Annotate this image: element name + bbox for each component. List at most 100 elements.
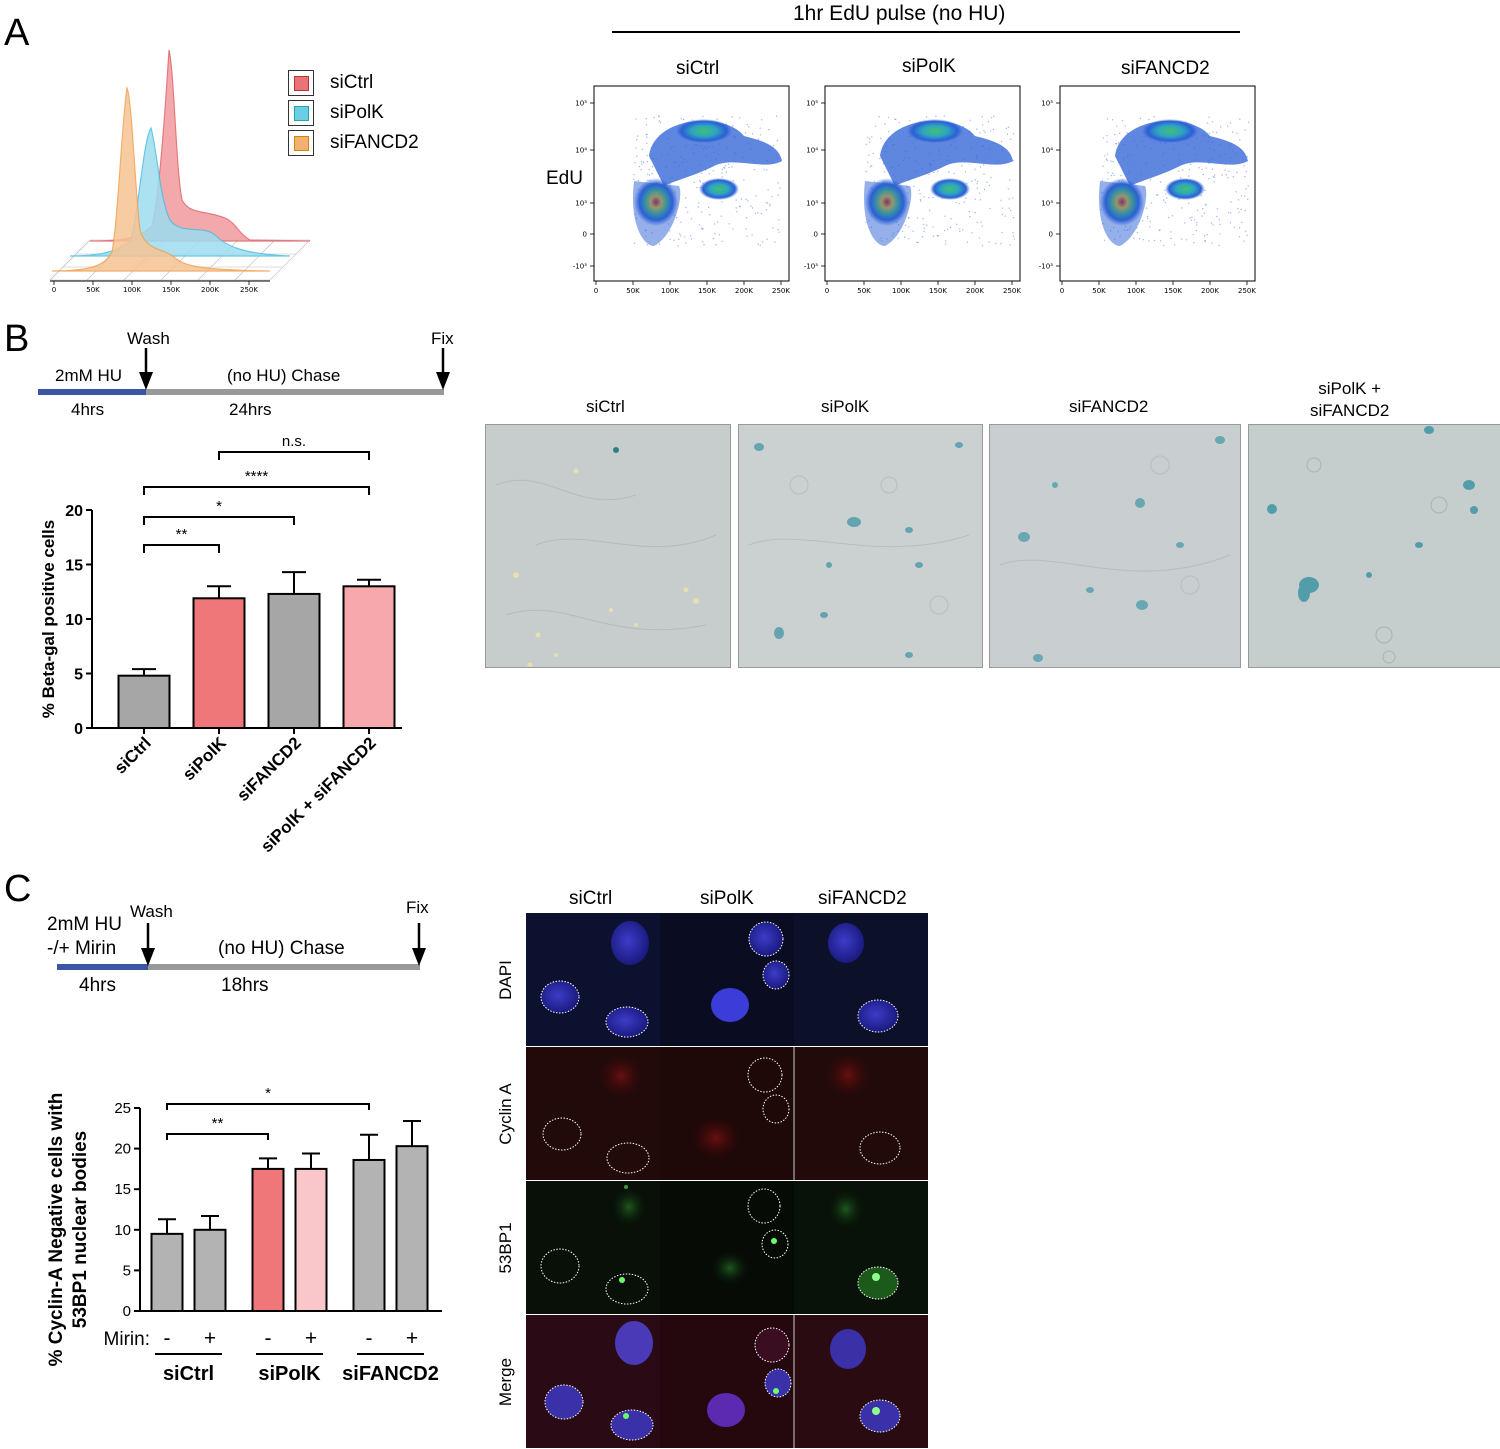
- chart-c-y-tick-label: 10: [114, 1222, 131, 1239]
- flow-event: [1238, 236, 1241, 238]
- flow-event: [983, 164, 985, 166]
- flow-event: [647, 173, 649, 175]
- flow-event: [751, 207, 754, 209]
- flow-event: [1233, 226, 1235, 228]
- flow-plot-0: 10⁵ 10⁴ 10³ 0 -10³ 0 50K 100K 150K 200K 250K: [573, 85, 790, 295]
- flow-frame: [1059, 85, 1256, 282]
- flow-event: [769, 203, 771, 205]
- chart-b-significance-bracket: [218, 451, 370, 460]
- flow-event: [919, 193, 921, 195]
- flow-event: [766, 202, 769, 205]
- flow-event: [923, 230, 925, 233]
- flow-event: [1148, 240, 1150, 242]
- flow-event: [963, 201, 965, 203]
- chart-c-bar: [193, 1228, 227, 1312]
- flow-event: [659, 121, 662, 124]
- flow-event: [713, 223, 716, 225]
- flow-event: [777, 228, 779, 231]
- flow-event: [974, 211, 976, 214]
- flow-x-tick-label: 100K: [661, 287, 679, 295]
- chart-b-significance-bracket: [143, 516, 295, 525]
- flow-event: [976, 187, 979, 189]
- flow-event: [887, 131, 890, 133]
- hist-x-tick-label: 50K: [86, 286, 100, 294]
- flow-event: [767, 189, 769, 191]
- flow-event: [653, 116, 655, 119]
- chart-b-significance-bracket: [143, 544, 220, 553]
- flow-event: [751, 133, 754, 135]
- flow-event: [736, 211, 738, 213]
- flow-event: [646, 142, 648, 145]
- flow-frame: [824, 85, 1021, 282]
- flow-event: [646, 154, 648, 157]
- flow-event: [1212, 176, 1215, 178]
- flow-event: [1106, 159, 1109, 162]
- hist-x-tick-label: 200K: [201, 286, 219, 294]
- flow-event: [716, 118, 718, 120]
- flow-event: [1236, 171, 1238, 174]
- flow-event: [904, 224, 907, 227]
- flow-event: [1110, 174, 1113, 177]
- flow-event: [648, 168, 650, 171]
- flow-event: [976, 180, 979, 183]
- flow-event: [1181, 169, 1184, 171]
- flow-event: [724, 165, 727, 167]
- flow-event: [986, 181, 988, 183]
- chart-b-y-tick-label: 15: [65, 558, 83, 575]
- flow-g2-cluster: [699, 178, 739, 200]
- flow-event: [987, 121, 990, 123]
- flow-event: [907, 216, 910, 219]
- flow-event: [1007, 126, 1010, 128]
- flow-event: [976, 221, 979, 224]
- flow-event: [1012, 235, 1015, 237]
- flow-event: [1170, 231, 1172, 233]
- flow-event: [983, 129, 985, 132]
- flow-event: [1218, 244, 1220, 247]
- flow-event: [1203, 235, 1206, 237]
- flow-event: [1162, 199, 1165, 201]
- flow-event: [1149, 226, 1151, 228]
- flow-g1-tail: [633, 181, 681, 246]
- flow-x-tick-label: 250K: [772, 287, 790, 295]
- flow-event: [933, 171, 935, 174]
- flow-event: [870, 165, 873, 167]
- flow-event: [1008, 207, 1011, 209]
- flow-event: [772, 145, 775, 147]
- flow-event: [1156, 194, 1158, 196]
- flow-event: [1117, 142, 1120, 144]
- flow-event: [754, 212, 757, 215]
- timeline-c-wash: Wash: [130, 902, 173, 921]
- flow-plot-2: 10⁵ 10⁴ 10³ 0 -10³ 0 50K 100K 150K 200K 250K: [1039, 85, 1256, 295]
- histogram-plot: 0 50K 100K 150K 200K 250K: [49, 49, 311, 294]
- legend-swatch-red: [288, 70, 314, 96]
- flow-event: [1153, 239, 1156, 242]
- flow-y-tick-label: -10³: [1039, 263, 1053, 271]
- micro-col-sictrl: siCtrl: [569, 888, 613, 909]
- flow-event: [908, 217, 910, 219]
- flow-event: [979, 199, 982, 201]
- flow-event: [731, 166, 733, 168]
- flow-event: [983, 173, 985, 175]
- flow-event: [778, 231, 780, 233]
- timeline-b: [38, 348, 450, 395]
- flow-event: [1012, 197, 1014, 199]
- flow-event: [1208, 162, 1210, 165]
- flow-event: [640, 161, 643, 163]
- flow-event: [1232, 176, 1234, 178]
- flow-event: [651, 173, 653, 175]
- flow-title-sictrl: siCtrl: [676, 58, 720, 79]
- flow-y-tick-label: 10⁴: [806, 147, 818, 155]
- flow-event: [702, 115, 704, 118]
- flow-event: [978, 237, 981, 239]
- micro-col-sifancd2: siFANCD2: [818, 888, 907, 909]
- flow-event: [868, 154, 870, 156]
- chart-b-bar: [267, 592, 321, 729]
- flow-event: [1012, 133, 1015, 135]
- flow-event: [777, 194, 779, 196]
- flow-event: [1237, 207, 1239, 210]
- flow-event: [750, 205, 752, 207]
- chart-c-significance-label: *: [265, 1085, 271, 1102]
- flow-event: [702, 241, 704, 243]
- flow-event: [878, 115, 880, 118]
- chart-c-bar: [352, 1158, 386, 1312]
